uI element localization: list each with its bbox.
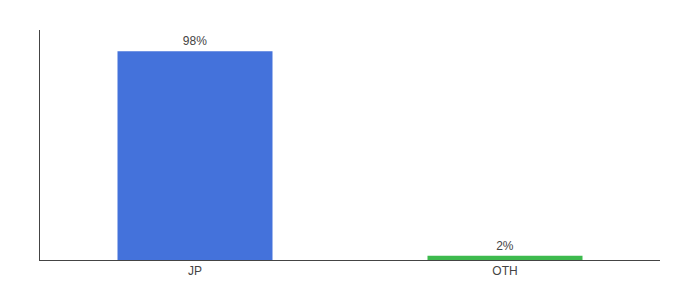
svg-text:98%: 98% (183, 34, 207, 48)
svg-text:JP: JP (188, 264, 202, 278)
svg-text:OTH: OTH (492, 264, 517, 278)
svg-text:2%: 2% (496, 239, 514, 253)
